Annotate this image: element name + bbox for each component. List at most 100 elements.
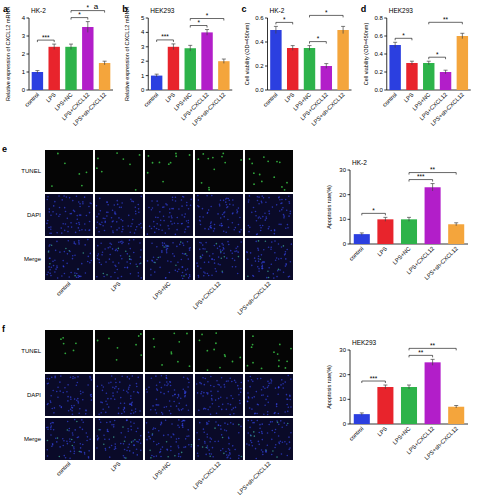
row-label: TUNEL bbox=[21, 348, 41, 354]
y-tick-label: 0 bbox=[22, 87, 26, 93]
error-bar bbox=[431, 184, 435, 191]
error-bar bbox=[407, 217, 411, 221]
error-bar bbox=[341, 26, 345, 33]
error-bar bbox=[155, 74, 159, 77]
figure: 01234Relative expression of CXCL12 mRNAc… bbox=[0, 0, 477, 500]
y-tick-label: 0.2 bbox=[374, 69, 383, 75]
y-tick-label: 2 bbox=[22, 51, 26, 57]
y-tick-label: 0.6 bbox=[374, 33, 383, 39]
y-tick-label: 3 bbox=[22, 33, 26, 39]
title: HK-2 bbox=[270, 7, 285, 14]
significance-label: * bbox=[87, 4, 90, 11]
bar bbox=[270, 30, 281, 90]
bar bbox=[82, 27, 93, 90]
y-tick bbox=[348, 244, 351, 245]
significance-label: *** bbox=[417, 173, 425, 180]
title: HEK293 bbox=[150, 7, 175, 14]
y-tick bbox=[348, 350, 351, 351]
x-tick-label: control bbox=[348, 245, 365, 262]
micrograph bbox=[195, 418, 243, 460]
chart: 0102030Apoptosis rate(%)controlLPSLPS+NC… bbox=[326, 159, 468, 281]
y-tick bbox=[384, 36, 387, 37]
bar bbox=[354, 414, 370, 424]
significance-label: ** bbox=[430, 342, 436, 349]
x-tick-label: control bbox=[24, 91, 41, 108]
y-tick bbox=[384, 54, 387, 55]
bar bbox=[287, 48, 298, 90]
bar bbox=[389, 45, 400, 90]
y-tick-label: 10 bbox=[339, 216, 346, 222]
y-tick-label: 4 bbox=[22, 15, 26, 21]
bar bbox=[168, 47, 179, 90]
column-label: LPS+NC bbox=[151, 280, 171, 300]
y-tick bbox=[348, 424, 351, 425]
x-tick-label: LPS bbox=[376, 425, 388, 437]
bar bbox=[151, 76, 162, 90]
y-tick bbox=[27, 18, 30, 19]
significance-label: * bbox=[78, 11, 81, 18]
micrograph bbox=[195, 150, 243, 192]
y-tick-label: 0.8 bbox=[374, 15, 383, 21]
bar bbox=[377, 387, 393, 424]
error-bar bbox=[444, 70, 448, 74]
bar bbox=[48, 47, 59, 90]
micrograph bbox=[195, 238, 243, 280]
micrograph bbox=[195, 330, 243, 372]
significance-label: ** bbox=[418, 349, 424, 356]
error-bar bbox=[383, 217, 387, 221]
y-tick bbox=[348, 170, 351, 171]
micrograph bbox=[245, 374, 293, 416]
x-tick-label: LPS+NC bbox=[391, 425, 411, 445]
panel-label: a bbox=[3, 4, 9, 14]
y-tick bbox=[384, 90, 387, 91]
column-label: LPS+CXCL12 bbox=[192, 280, 222, 310]
title: HEK293 bbox=[352, 339, 377, 346]
y-tick-label: 5 bbox=[141, 15, 145, 21]
column-label: LPS bbox=[110, 280, 122, 292]
panel-label: f bbox=[2, 324, 6, 334]
y-tick-label: 0 bbox=[343, 421, 347, 427]
y-tick-label: 30 bbox=[339, 167, 346, 173]
column-label: LPS bbox=[110, 460, 122, 472]
micrograph bbox=[45, 238, 93, 280]
bar bbox=[406, 63, 417, 90]
significance-label: * bbox=[197, 19, 200, 26]
title: HK-2 bbox=[31, 7, 46, 14]
bars bbox=[389, 33, 468, 90]
bar bbox=[401, 387, 417, 424]
y-tick bbox=[265, 18, 268, 19]
significance-label: * bbox=[206, 12, 209, 19]
micrograph bbox=[95, 150, 143, 192]
y-tick bbox=[384, 18, 387, 19]
bars bbox=[270, 26, 349, 90]
y-tick-label: 0.4 bbox=[374, 51, 383, 57]
error-bar bbox=[86, 22, 90, 33]
panel-label: b bbox=[122, 4, 128, 14]
micrograph bbox=[95, 238, 143, 280]
micrograph-grid: fTUNELDAPIMergecontrolLPSLPS+NCLPS+CXCL1… bbox=[2, 324, 293, 496]
y-tick-label: 0.6 bbox=[255, 15, 264, 21]
bar bbox=[457, 36, 468, 90]
micrograph bbox=[245, 238, 293, 280]
micrograph bbox=[245, 418, 293, 460]
micrograph bbox=[145, 194, 193, 236]
y-tick bbox=[27, 54, 30, 55]
y-tick bbox=[348, 374, 351, 375]
bar bbox=[448, 224, 464, 244]
bar bbox=[354, 234, 370, 244]
x-tick-label: LPS+sh-CXCL12 bbox=[72, 91, 108, 127]
significance-label: * bbox=[436, 51, 439, 58]
micrograph bbox=[195, 194, 243, 236]
error-bar bbox=[171, 44, 175, 50]
chart: 012345Relative expression of CXCL12 mRNA… bbox=[122, 4, 232, 127]
significance-label: *** bbox=[370, 375, 378, 382]
error-bar bbox=[454, 406, 458, 408]
micrograph bbox=[95, 374, 143, 416]
y-tick-label: 30 bbox=[339, 347, 346, 353]
y-tick bbox=[146, 75, 149, 76]
bar bbox=[425, 362, 441, 424]
micrograph bbox=[245, 194, 293, 236]
y-tick-label: 20 bbox=[339, 372, 346, 378]
x-tick-label: LPS bbox=[376, 245, 388, 257]
y-tick bbox=[265, 90, 268, 91]
